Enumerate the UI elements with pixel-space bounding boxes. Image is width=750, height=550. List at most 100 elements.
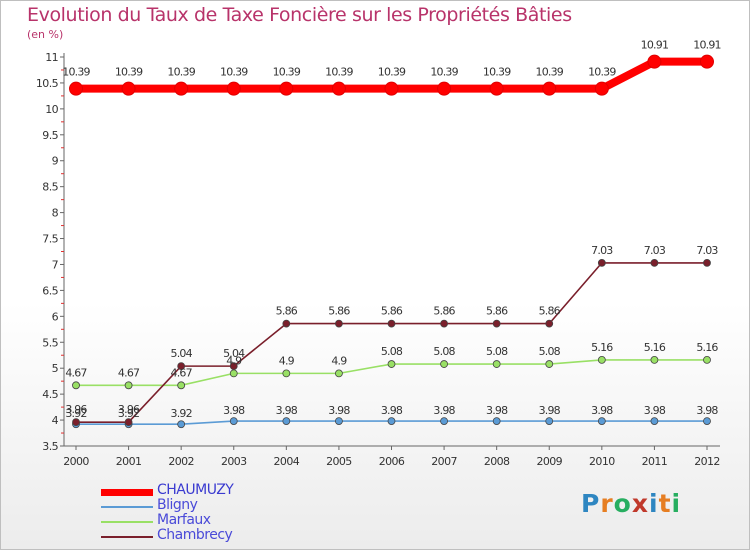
data-label-chaumuzy: 10.39	[430, 66, 458, 79]
data-label-chaumuzy: 10.39	[115, 66, 143, 79]
data-label-chambrecy: 7.03	[644, 244, 666, 257]
data-point-bligny	[703, 417, 711, 426]
logo-letter: x	[631, 489, 649, 518]
data-point-chambrecy	[650, 259, 659, 267]
data-point-chaumuzy	[174, 81, 189, 96]
data-point-chambrecy	[545, 319, 554, 328]
data-point-marfaux	[492, 360, 501, 368]
data-label-bligny: 3.98	[539, 404, 561, 417]
data-label-chaumuzy: 10.39	[378, 66, 406, 79]
data-point-chaumuzy	[226, 81, 241, 96]
data-point-bligny	[177, 420, 186, 429]
data-label-marfaux: 5.16	[591, 341, 613, 354]
legend-label: CHAUMUZY	[157, 482, 234, 498]
data-label-chambrecy: 5.86	[381, 305, 403, 318]
logo-letter: r	[600, 489, 614, 518]
x-tick-label: 2010	[589, 455, 615, 468]
y-tick-label: 5.5	[42, 336, 58, 349]
data-label-chambrecy: 5.86	[486, 305, 508, 318]
logo-letter: o	[613, 489, 632, 518]
data-point-marfaux	[229, 369, 238, 378]
data-label-marfaux: 4.9	[279, 354, 295, 367]
data-point-bligny	[492, 417, 501, 426]
y-unit-label: (en %)	[27, 28, 64, 41]
data-label-bligny: 3.92	[65, 407, 86, 420]
logo-letter: t	[658, 489, 672, 518]
data-label-chaumuzy: 10.91	[693, 39, 721, 52]
data-label-marfaux: 5.08	[486, 345, 508, 358]
data-point-chambrecy	[335, 319, 343, 328]
data-label-chambrecy: 3.96	[118, 403, 140, 416]
data-point-chaumuzy	[700, 54, 714, 69]
data-label-chambrecy: 7.03	[696, 244, 718, 257]
logo-letter: i	[649, 489, 659, 518]
data-point-marfaux	[440, 360, 448, 368]
data-point-chaumuzy	[437, 81, 452, 96]
data-label-chambrecy: 7.03	[591, 244, 613, 257]
data-point-bligny	[229, 417, 238, 426]
x-tick-label: 2004	[274, 455, 300, 468]
data-label-marfaux: 5.08	[539, 345, 561, 358]
data-point-marfaux	[545, 360, 554, 368]
data-label-marfaux: 5.08	[381, 345, 403, 358]
data-point-bligny	[545, 417, 554, 426]
data-label-chaumuzy: 10.39	[220, 66, 248, 79]
data-label-chambrecy: 5.86	[328, 305, 350, 318]
data-point-chaumuzy	[331, 81, 346, 96]
data-label-chambrecy: 5.86	[433, 305, 455, 318]
data-label-chambrecy: 5.04	[223, 347, 245, 360]
x-tick-label: 2011	[642, 455, 668, 468]
data-point-bligny	[335, 417, 343, 426]
data-label-chaumuzy: 10.39	[325, 66, 353, 79]
data-label-marfaux: 4.67	[171, 366, 193, 379]
x-tick-label: 2007	[431, 455, 457, 468]
x-tick-label: 2012	[694, 455, 720, 468]
data-point-chambrecy	[597, 259, 606, 267]
data-label-marfaux: 4.67	[118, 366, 140, 379]
x-tick-label: 2005	[326, 455, 352, 468]
legend-swatch	[101, 488, 153, 496]
y-tick-label: 4	[52, 414, 59, 427]
logo-letter: i	[671, 489, 682, 518]
data-label-bligny: 3.98	[276, 404, 298, 417]
data-point-chambrecy	[440, 319, 448, 328]
y-tick-label: 9.5	[42, 129, 58, 142]
data-label-chaumuzy: 10.39	[536, 66, 564, 79]
data-point-chambrecy	[387, 319, 396, 328]
data-label-bligny: 3.98	[223, 404, 245, 417]
y-tick-label: 7.5	[42, 233, 58, 246]
x-tick-label: 2006	[379, 455, 405, 468]
data-point-chambrecy	[229, 362, 238, 371]
y-tick-label: 11	[45, 51, 58, 64]
y-tick-label: 8.5	[42, 181, 58, 194]
x-tick-label: 2000	[63, 455, 89, 468]
data-point-chambrecy	[72, 418, 80, 427]
x-tick-label: 2003	[221, 455, 247, 468]
data-point-chambrecy	[124, 418, 133, 427]
data-label-chaumuzy: 10.39	[167, 66, 195, 79]
axes	[60, 53, 720, 450]
data-point-bligny	[440, 417, 448, 426]
data-point-chambrecy	[703, 259, 711, 267]
data-point-marfaux	[597, 356, 606, 364]
y-tick-label: 4.5	[42, 388, 58, 401]
data-label-chambrecy: 5.86	[276, 305, 298, 318]
data-point-marfaux	[703, 356, 711, 364]
data-point-bligny	[650, 417, 659, 426]
y-tick-label: 3.5	[42, 440, 58, 453]
y-tick-label: 6	[52, 310, 59, 323]
data-point-marfaux	[177, 381, 186, 390]
logo-letter: P	[581, 489, 601, 518]
data-point-chaumuzy	[594, 81, 609, 96]
data-point-marfaux	[72, 381, 80, 390]
data-label-chaumuzy: 10.39	[483, 66, 511, 79]
x-tick-label: 2008	[484, 455, 510, 468]
data-point-bligny	[282, 417, 291, 426]
y-tick-label: 9	[52, 155, 59, 168]
data-label-marfaux: 4.9	[226, 354, 242, 367]
data-label-bligny: 3.98	[381, 404, 403, 417]
data-label-bligny: 3.98	[591, 404, 613, 417]
legend-swatch	[101, 536, 153, 538]
